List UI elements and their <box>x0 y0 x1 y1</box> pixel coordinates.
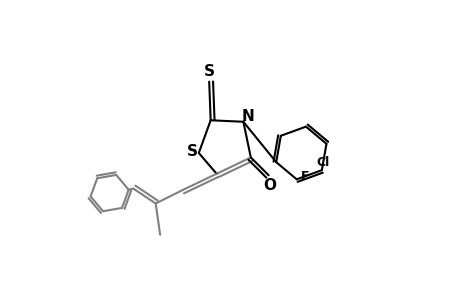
Text: N: N <box>241 109 254 124</box>
Text: Cl: Cl <box>316 156 329 169</box>
Text: F: F <box>301 170 309 183</box>
Text: S: S <box>186 144 197 159</box>
Text: O: O <box>263 178 276 193</box>
Text: S: S <box>203 64 214 79</box>
